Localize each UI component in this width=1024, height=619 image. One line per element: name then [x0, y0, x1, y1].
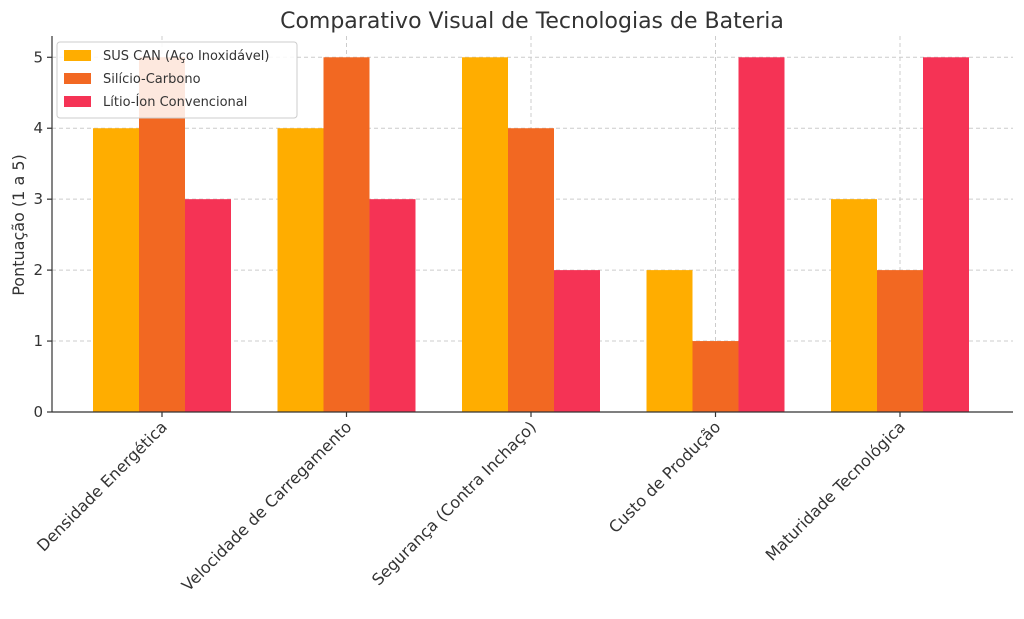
- y-tick-label: 1: [33, 332, 43, 350]
- bar: [508, 128, 554, 412]
- bar: [738, 57, 785, 412]
- x-tick-label: Velocidade de Carregamento: [178, 417, 356, 595]
- bar: [323, 57, 370, 412]
- bar: [93, 128, 139, 412]
- legend-label: Lítio-Íon Convencional: [103, 94, 247, 110]
- axes-layer: [47, 36, 1013, 417]
- legend: SUS CAN (Aço Inoxidável) Silício-Carbono L…: [56, 41, 298, 119]
- y-tick-label: 4: [33, 119, 43, 137]
- x-tick-label: Custo de Produção: [605, 417, 724, 536]
- bar: [646, 270, 693, 412]
- y-tick-label: 0: [33, 403, 43, 421]
- x-tick-label: Segurança (Contra Inchaço): [368, 417, 540, 589]
- legend-label: Silício-Carbono: [103, 72, 201, 87]
- bar: [554, 270, 600, 412]
- legend-label: SUS CAN (Aço Inoxidável): [103, 49, 269, 64]
- y-axis-label: Pontuação (1 a 5): [9, 154, 28, 296]
- bar: [831, 199, 877, 412]
- y-tick-label: 3: [33, 190, 43, 208]
- bar: [369, 199, 416, 412]
- x-tick-label: Densidade Energética: [33, 417, 171, 555]
- legend-box: [56, 41, 298, 119]
- chart-title: Comparativo Visual de Tecnologias de Bat…: [280, 9, 784, 34]
- bar: [462, 57, 508, 412]
- bar: [692, 341, 739, 412]
- bar: [277, 128, 324, 412]
- bar: [923, 57, 969, 412]
- legend-swatch: [64, 96, 91, 107]
- bar: [877, 270, 923, 412]
- y-tick-label: 5: [33, 48, 43, 66]
- legend-swatch: [64, 50, 91, 61]
- y-tick-label: 2: [33, 261, 43, 279]
- x-tick-label: Maturidade Tecnológica: [762, 417, 909, 564]
- bars-layer: [93, 57, 969, 412]
- legend-swatch: [64, 73, 91, 84]
- bar: [185, 199, 231, 412]
